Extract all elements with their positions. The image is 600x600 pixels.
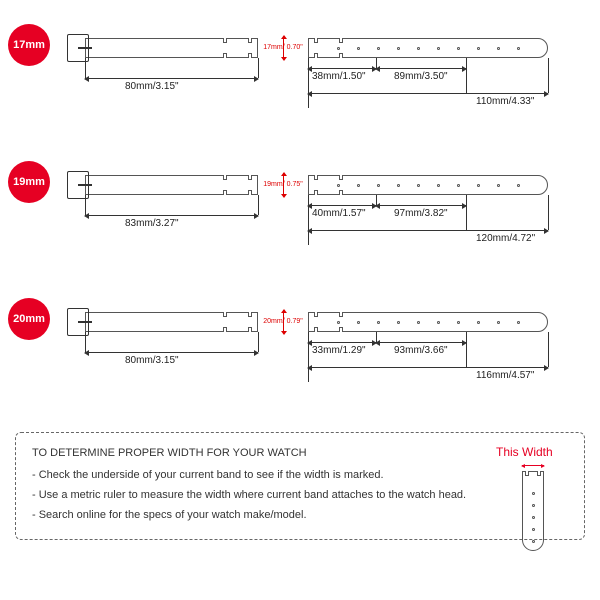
buckle-pin xyxy=(78,47,92,49)
strap-hole xyxy=(457,47,460,50)
info-box: TO DETERMINE PROPER WIDTH FOR YOUR WATCH… xyxy=(15,432,585,540)
width-arrow-icon xyxy=(522,465,544,466)
strap-hole xyxy=(377,184,380,187)
strap-hole xyxy=(497,321,500,324)
info-line: - Check the underside of your current ba… xyxy=(32,469,568,481)
size-badge: 19mm xyxy=(8,161,50,203)
buckle-strap xyxy=(85,312,258,332)
strap-hole xyxy=(337,47,340,50)
size-badge: 17mm xyxy=(8,24,50,66)
buckle-length-label: 83mm/3.27" xyxy=(125,218,179,229)
tip-seg-label: 40mm/1.57" xyxy=(312,208,366,219)
mid-seg-label: 93mm/3.66" xyxy=(394,345,448,356)
buckle-length-label: 80mm/3.15" xyxy=(125,81,179,92)
hole-strap xyxy=(308,38,548,58)
full-seg-label: 116mm/4.57" xyxy=(476,370,534,381)
strap-diagram: 19mm/ 0.75" 83mm/3.27" 40mm/1.57" 97mm/3.82… xyxy=(60,155,560,275)
buckle-strap xyxy=(85,175,258,195)
dim-line xyxy=(376,68,466,69)
dim-line xyxy=(85,78,258,79)
strap-hole xyxy=(437,47,440,50)
strap-hole xyxy=(532,504,535,507)
strap-hole xyxy=(337,184,340,187)
strap-hole xyxy=(457,184,460,187)
size-badge: 20mm xyxy=(8,298,50,340)
strap-hole xyxy=(457,321,460,324)
full-seg-label: 120mm/4.72" xyxy=(476,233,535,244)
strap-hole xyxy=(437,321,440,324)
dim-line xyxy=(308,93,548,94)
dim-line xyxy=(376,205,466,206)
tip-seg-label: 33mm/1.29" xyxy=(312,345,366,356)
this-width-label: This Width xyxy=(496,445,553,459)
strap-hole xyxy=(437,184,440,187)
strap-hole xyxy=(417,184,420,187)
center-width-label: 19mm/ 0.75" xyxy=(263,181,302,188)
strap-diagram: 20mm/ 0.79" 80mm/3.15" 33mm/1.29" 93mm/3.66… xyxy=(60,292,560,412)
strap-hole xyxy=(417,47,420,50)
buckle-pin xyxy=(78,321,92,323)
hole-strap xyxy=(308,312,548,332)
strap-hole xyxy=(497,47,500,50)
width-strap-icon xyxy=(522,471,544,551)
info-title: TO DETERMINE PROPER WIDTH FOR YOUR WATCH xyxy=(32,447,568,459)
strap-hole xyxy=(417,321,420,324)
dim-line xyxy=(308,342,376,343)
strap-hole xyxy=(532,516,535,519)
strap-hole xyxy=(532,540,535,543)
strap-hole xyxy=(377,321,380,324)
strap-hole xyxy=(397,184,400,187)
strap-hole xyxy=(517,47,520,50)
dim-line xyxy=(308,68,376,69)
buckle-strap xyxy=(85,38,258,58)
strap-hole xyxy=(357,47,360,50)
mid-seg-label: 89mm/3.50" xyxy=(394,71,448,82)
strap-hole xyxy=(532,528,535,531)
buckle-pin xyxy=(78,184,92,186)
dim-line xyxy=(308,205,376,206)
center-width-label: 20mm/ 0.79" xyxy=(263,318,302,325)
buckle-length-label: 80mm/3.15" xyxy=(125,355,179,366)
info-line: - Use a metric ruler to measure the widt… xyxy=(32,489,568,501)
dim-line xyxy=(376,342,466,343)
dim-line xyxy=(85,215,258,216)
dim-line xyxy=(308,367,548,368)
full-seg-label: 110mm/4.33" xyxy=(476,96,534,107)
strap-hole xyxy=(337,321,340,324)
strap-hole xyxy=(517,184,520,187)
dim-line xyxy=(308,230,548,231)
strap-hole xyxy=(517,321,520,324)
dim-line xyxy=(85,352,258,353)
strap-hole xyxy=(397,321,400,324)
strap-hole xyxy=(357,184,360,187)
strap-hole xyxy=(477,321,480,324)
strap-diagram: 17mm/ 0.70" 80mm/3.15" 38mm/1.50" 89mm/3.50… xyxy=(60,18,560,138)
strap-hole xyxy=(377,47,380,50)
strap-hole xyxy=(477,184,480,187)
strap-hole xyxy=(532,492,535,495)
tip-seg-label: 38mm/1.50" xyxy=(312,71,366,82)
hole-strap xyxy=(308,175,548,195)
info-line: - Search online for the specs of your wa… xyxy=(32,509,568,521)
strap-hole xyxy=(357,321,360,324)
mid-seg-label: 97mm/3.82" xyxy=(394,208,448,219)
strap-hole xyxy=(497,184,500,187)
strap-hole xyxy=(477,47,480,50)
center-width-label: 17mm/ 0.70" xyxy=(263,44,302,51)
strap-hole xyxy=(397,47,400,50)
diagram-canvas: 17mm 17mm/ 0.70" 80mm/3.15" 38mm/1.50" 89mm/… xyxy=(0,0,600,600)
